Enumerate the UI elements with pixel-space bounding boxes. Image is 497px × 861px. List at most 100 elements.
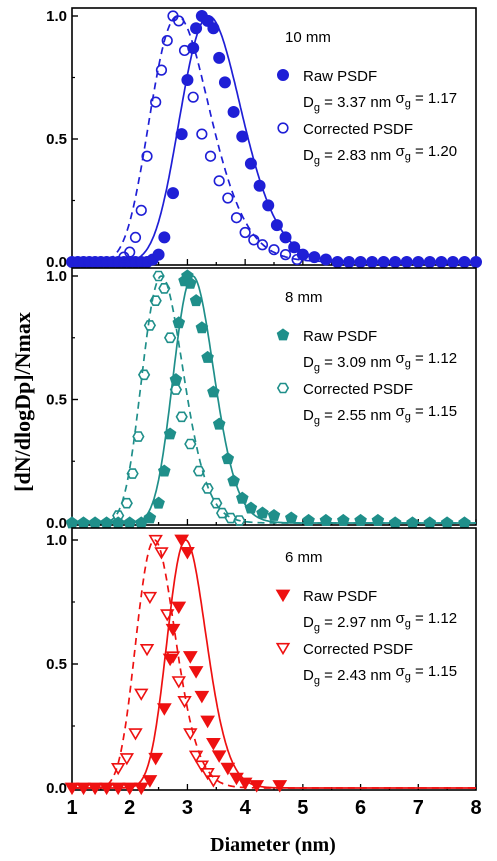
raw-fit-line xyxy=(72,275,476,524)
raw-data-point xyxy=(262,199,275,212)
raw-data-point xyxy=(236,130,249,143)
raw-data-point xyxy=(423,256,436,268)
raw-data-point xyxy=(64,782,80,796)
corrected-fit-line xyxy=(72,275,476,524)
corrected-data-point xyxy=(137,369,151,381)
corrected-data-point xyxy=(155,64,168,76)
corrected-data-point xyxy=(224,512,237,524)
raw-data-point xyxy=(221,452,235,465)
corrected-data-point xyxy=(200,767,215,781)
legend-label-raw: Raw PSDF xyxy=(303,68,377,85)
corrected-data-point xyxy=(230,212,243,224)
raw-data-point xyxy=(206,737,221,751)
y-tick-label: 1.0 xyxy=(46,532,67,549)
corrected-data-point xyxy=(206,775,221,788)
raw-data-point xyxy=(458,516,471,529)
raw-data-point xyxy=(272,780,288,793)
corrected-data-point xyxy=(201,483,214,494)
corrected-data-point xyxy=(143,320,157,331)
raw-data-point xyxy=(207,22,220,35)
raw-data-point xyxy=(174,534,190,548)
raw-data-point xyxy=(331,256,344,268)
raw-data-point xyxy=(110,782,126,796)
legend-stats-raw: Dg = 3.09 nm σg = 1.12 xyxy=(303,350,457,374)
y-tick-label: 0.5 xyxy=(46,392,67,409)
plot-frame xyxy=(71,267,477,526)
corrected-data-point xyxy=(161,34,173,47)
raw-data-point xyxy=(288,241,301,254)
raw-data-point xyxy=(389,256,402,268)
raw-data-point xyxy=(236,491,249,504)
panel-label: 8 mm xyxy=(285,289,323,306)
corrected-data-point xyxy=(177,696,192,709)
panel-label: 6 mm xyxy=(285,549,323,566)
corrected-data-point xyxy=(175,411,188,423)
corrected-data-point xyxy=(194,760,210,773)
legend-stats-raw: Dg = 2.97 nm σg = 1.12 xyxy=(303,610,457,634)
raw-data-point xyxy=(213,51,226,64)
raw-data-point xyxy=(142,775,158,788)
corrected-data-point xyxy=(213,175,225,187)
legend-stats-raw: Dg = 3.37 nm σg = 1.17 xyxy=(303,90,457,114)
panel-6mm: 0.0 0.5 1.0 6 mm Raw PSDF Dg = 2.97 nm σg = 1… xyxy=(46,527,477,797)
raw-data-point xyxy=(200,715,216,729)
panel-8mm: 0.0 0.5 1.0 8 mm Raw PSDF Dg = 3.09 nm σg = 1… xyxy=(46,267,477,532)
corrected-data-point xyxy=(148,534,163,548)
raw-data-point xyxy=(285,511,298,524)
raw-data-point xyxy=(371,513,385,526)
raw-data-point xyxy=(207,385,220,398)
raw-data-point xyxy=(435,256,448,268)
corrected-data-point xyxy=(178,44,191,57)
raw-data-point xyxy=(158,231,171,244)
raw-data-point xyxy=(175,128,188,141)
raw-data-point xyxy=(76,782,91,796)
legend-label-corrected: Corrected PSDF xyxy=(303,641,413,658)
raw-data-point xyxy=(423,516,437,529)
x-tick-label: 7 xyxy=(413,797,424,819)
corrected-data-point xyxy=(152,270,165,282)
x-tick-label: 2 xyxy=(124,797,135,819)
raw-data-point xyxy=(319,513,333,526)
corrected-data-point xyxy=(215,507,229,519)
raw-data-point xyxy=(218,76,231,89)
raw-data-point xyxy=(184,276,197,289)
raw-data-point xyxy=(182,651,198,664)
raw-data-point xyxy=(377,256,390,268)
corrected-data-point xyxy=(222,192,234,204)
raw-data-point xyxy=(446,256,459,268)
corrected-data-point xyxy=(134,688,149,701)
y-axis-label: [dN/dlogDp]/Nmax xyxy=(10,312,35,492)
raw-data-point xyxy=(308,251,321,264)
x-tick-label: 8 xyxy=(470,797,481,819)
y-tick-label: 0.0 xyxy=(46,780,67,797)
panel-label: 10 mm xyxy=(285,29,331,46)
corrected-data-point xyxy=(119,753,135,766)
raw-data-point xyxy=(354,256,367,268)
y-tick-label: 0.0 xyxy=(46,254,67,271)
legend-marker-raw xyxy=(275,589,291,603)
raw-data-point xyxy=(366,256,379,268)
raw-data-point xyxy=(406,516,419,529)
corrected-data-point xyxy=(141,150,153,162)
raw-data-point xyxy=(458,256,471,268)
raw-data-point xyxy=(256,506,269,519)
y-tick-label: 0.5 xyxy=(46,131,67,148)
raw-data-point xyxy=(354,513,367,526)
raw-data-point xyxy=(400,256,413,268)
raw-data-point xyxy=(190,22,203,35)
raw-data-point xyxy=(211,750,227,763)
y-tick-label: 0.0 xyxy=(46,515,67,532)
x-axis: 1 2 3 4 5 6 7 8 xyxy=(66,797,481,819)
raw-data-point xyxy=(337,513,350,526)
raw-data-point xyxy=(65,516,79,529)
y-tick-label: 1.0 xyxy=(46,8,67,25)
raw-data-point xyxy=(302,513,315,526)
raw-data-point xyxy=(181,73,194,86)
raw-data-point xyxy=(187,41,200,54)
raw-data-point xyxy=(156,703,172,716)
corrected-data-point xyxy=(291,253,303,266)
corrected-data-point xyxy=(112,510,125,521)
corrected-data-point xyxy=(256,239,269,251)
raw-data-point xyxy=(188,666,204,679)
